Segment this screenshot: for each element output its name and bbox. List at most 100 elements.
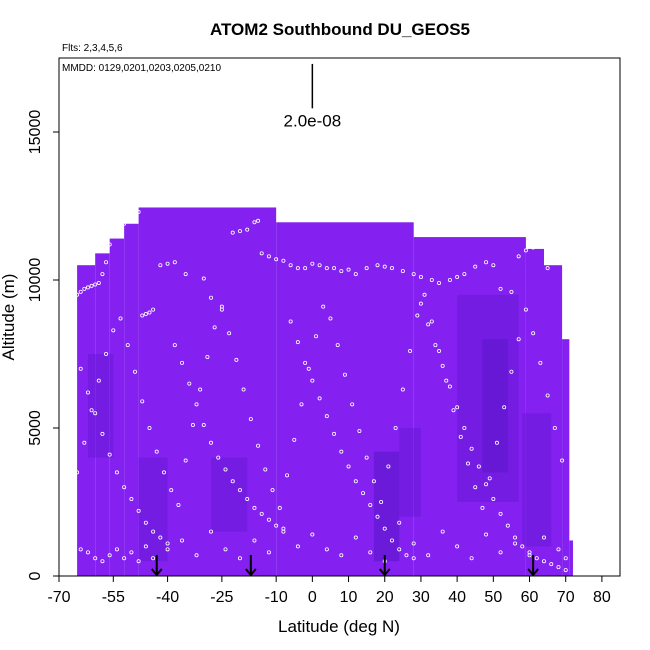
data-point bbox=[531, 331, 536, 336]
data-point bbox=[389, 538, 394, 543]
dark-region bbox=[522, 413, 552, 547]
data-point bbox=[375, 263, 380, 268]
data-point bbox=[245, 227, 250, 232]
data-point bbox=[484, 532, 489, 537]
data-point bbox=[266, 550, 271, 555]
data-point bbox=[563, 568, 568, 573]
data-point bbox=[75, 292, 80, 297]
data-point bbox=[473, 264, 478, 269]
x-tick-label: -25 bbox=[210, 589, 233, 606]
data-point bbox=[494, 440, 499, 445]
data-point bbox=[82, 286, 87, 291]
data-point bbox=[237, 229, 242, 234]
data-point bbox=[429, 319, 434, 324]
data-point bbox=[85, 390, 90, 395]
data-point bbox=[111, 328, 116, 333]
data-point bbox=[556, 547, 561, 552]
data-point bbox=[313, 334, 318, 339]
data-point bbox=[78, 366, 83, 371]
data-point bbox=[393, 425, 398, 430]
data-point bbox=[455, 544, 460, 549]
data-point bbox=[241, 387, 246, 392]
data-point bbox=[556, 565, 561, 570]
data-point bbox=[411, 272, 416, 277]
data-point bbox=[552, 425, 557, 430]
data-point bbox=[143, 520, 148, 525]
x-tick-label: 0 bbox=[308, 589, 317, 606]
data-point bbox=[140, 399, 145, 404]
data-point bbox=[78, 289, 83, 294]
data-point bbox=[100, 559, 105, 564]
data-point bbox=[397, 520, 402, 525]
flight-markers bbox=[150, 555, 539, 577]
field-column bbox=[109, 238, 125, 576]
data-point bbox=[114, 227, 119, 232]
chart-title: ATOM2 Southbound DU_GEOS5 bbox=[210, 20, 470, 39]
data-point bbox=[136, 209, 141, 214]
data-point bbox=[104, 260, 109, 265]
data-point bbox=[147, 425, 152, 430]
data-point bbox=[328, 316, 333, 321]
data-point bbox=[212, 325, 217, 330]
data-point bbox=[158, 263, 163, 268]
y-tick-label: 0 bbox=[27, 571, 44, 580]
mmdd-annotation: MMDD: 0129,0201,0203,0205,0210 bbox=[62, 63, 221, 74]
data-point bbox=[462, 425, 467, 430]
data-point bbox=[523, 248, 528, 253]
data-point bbox=[266, 254, 271, 259]
data-point bbox=[288, 319, 293, 324]
x-tick-label: 80 bbox=[593, 589, 611, 606]
data-point bbox=[223, 467, 228, 472]
data-point bbox=[288, 263, 293, 268]
data-point bbox=[353, 479, 358, 484]
data-point bbox=[118, 316, 123, 321]
y-tick-label: 5000 bbox=[27, 410, 44, 446]
data-point bbox=[527, 553, 532, 558]
data-point bbox=[397, 547, 402, 552]
data-point bbox=[541, 535, 546, 540]
data-point bbox=[133, 369, 138, 374]
data-point bbox=[216, 455, 221, 460]
data-point bbox=[259, 511, 264, 516]
data-point bbox=[183, 458, 188, 463]
x-axis-label: Latitude (deg N) bbox=[278, 617, 400, 636]
data-point bbox=[346, 464, 351, 469]
data-point bbox=[158, 535, 163, 540]
field-column bbox=[77, 265, 96, 576]
data-point bbox=[151, 529, 156, 534]
data-point bbox=[382, 526, 387, 531]
data-point bbox=[107, 553, 112, 558]
data-point bbox=[408, 349, 413, 354]
data-point bbox=[252, 538, 257, 543]
data-point bbox=[339, 269, 344, 274]
data-point bbox=[266, 517, 271, 522]
data-point bbox=[476, 464, 481, 469]
data-point bbox=[491, 263, 496, 268]
data-point bbox=[205, 354, 210, 359]
data-point bbox=[480, 505, 485, 510]
y-axis: 0 5000 10000 15000 bbox=[27, 110, 59, 580]
data-point bbox=[447, 277, 452, 282]
x-tick-label: 10 bbox=[340, 589, 358, 606]
data-point bbox=[357, 428, 362, 433]
data-point bbox=[151, 556, 156, 561]
dark-region bbox=[399, 428, 421, 517]
data-point bbox=[125, 343, 130, 348]
flight-marker-arrowhead bbox=[527, 568, 539, 577]
data-point bbox=[140, 313, 145, 318]
dark-region bbox=[87, 354, 114, 458]
data-point bbox=[498, 511, 503, 516]
plot-frame bbox=[58, 57, 621, 577]
data-point bbox=[281, 526, 286, 531]
flight-marker-arrowhead bbox=[150, 568, 163, 577]
data-point bbox=[332, 266, 337, 271]
x-axis: -70 -55 -40 -25 -10 0 10 20 30 40 50 60 70 80 bbox=[47, 576, 611, 606]
data-point bbox=[437, 349, 442, 354]
data-point bbox=[292, 437, 297, 442]
data-point bbox=[285, 473, 290, 478]
data-point bbox=[125, 218, 130, 223]
data-point bbox=[444, 378, 449, 383]
data-point bbox=[234, 357, 239, 362]
data-point bbox=[82, 440, 87, 445]
